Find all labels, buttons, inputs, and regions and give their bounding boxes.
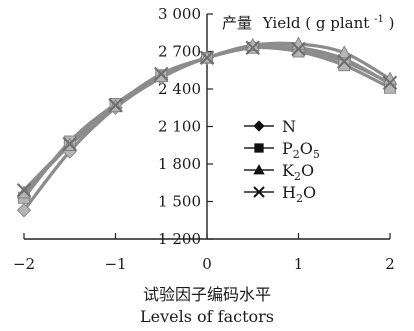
legend-marker-diamond — [253, 120, 265, 132]
data-point-cross — [62, 136, 77, 152]
y-axis-title: 产量 Yield ( g plant -1 ) — [222, 8, 394, 32]
x-axis-title-en: Levels of factors — [140, 307, 274, 326]
x-axis: −2 −1 0 1 2 — [13, 233, 395, 273]
y-tick-label: 3 000 — [158, 5, 201, 23]
legend-label: H2O — [282, 183, 316, 205]
legend-label: K2O — [282, 161, 314, 183]
legend-marker-square — [254, 143, 264, 153]
legend-marker-triangle — [253, 164, 265, 175]
y-tick-label: 2 700 — [158, 43, 201, 61]
data-point-cross — [245, 40, 260, 55]
data-point-cross — [108, 98, 123, 113]
x-tick-label: 1 — [294, 255, 304, 273]
data-point-cross — [337, 54, 352, 69]
data-point-triangle — [337, 45, 352, 59]
data-point-cross — [382, 75, 398, 90]
legend-label: N — [282, 117, 296, 136]
y-tick-label: 1 500 — [158, 193, 201, 211]
data-point-cross — [291, 41, 306, 57]
y-tick-label: 2 400 — [158, 80, 201, 98]
legend-marker-cross — [253, 186, 265, 198]
data-point-cross — [154, 66, 169, 82]
x-tick-label: −1 — [104, 255, 126, 273]
data-point-diamond — [16, 203, 32, 218]
x-tick-label: 2 — [385, 255, 395, 273]
series-markers — [16, 36, 398, 218]
x-tick-label: 0 — [202, 255, 212, 273]
x-tick-label: −2 — [13, 255, 35, 273]
y-tick-label: 2 100 — [158, 118, 201, 136]
data-point-cross — [199, 50, 215, 65]
data-point-square — [338, 59, 351, 72]
data-point-cross — [16, 183, 32, 198]
legend-label: P2O5 — [282, 139, 320, 161]
x-axis-title-cn: 试验因子编码水平 — [143, 285, 271, 304]
y-tick-label: 1 800 — [158, 155, 201, 173]
